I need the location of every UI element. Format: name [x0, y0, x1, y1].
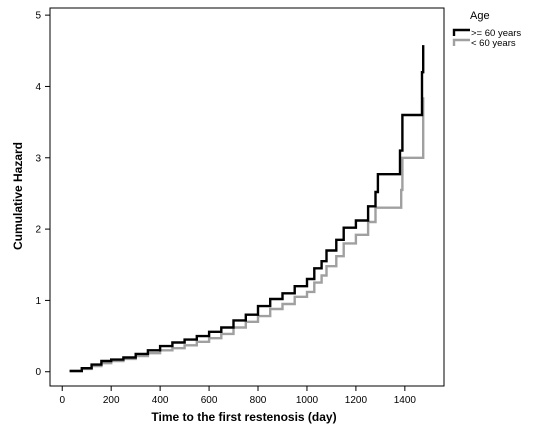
series-line	[69, 97, 425, 373]
y-tick-label: 0	[35, 367, 41, 378]
x-axis-label: Time to the first restenosis (day)	[151, 410, 336, 424]
y-axis: 0 1 2 3 4 5	[35, 11, 50, 378]
legend-swatch	[452, 28, 470, 36]
legend: Age >= 60 years< 60 years	[452, 10, 521, 49]
legend-item-label: < 60 years	[471, 38, 516, 49]
y-tick-label: 3	[35, 153, 41, 164]
x-tick-label: 800	[250, 395, 267, 406]
series-lines	[69, 45, 425, 373]
series-line	[69, 45, 425, 373]
x-tick-label: 1400	[394, 395, 417, 406]
y-tick-label: 1	[35, 296, 41, 307]
plot-frame	[49, 7, 445, 387]
y-tick-label: 5	[35, 11, 41, 22]
x-tick-label: 200	[103, 395, 120, 406]
y-tick-label: 2	[35, 225, 41, 236]
legend-swatch	[452, 38, 470, 46]
legend-title: Age	[470, 10, 490, 22]
x-tick-label: 1000	[296, 395, 319, 406]
x-tick-label: 0	[59, 395, 65, 406]
x-axis: 0 200 400 600 800 1000 1200 1400	[59, 386, 416, 406]
x-tick-label: 600	[201, 395, 218, 406]
y-axis-label: Cumulative Hazard	[11, 142, 25, 250]
x-tick-label: 1200	[345, 395, 368, 406]
x-tick-label: 400	[152, 395, 169, 406]
y-tick-label: 4	[35, 82, 41, 93]
legend-item-label: >= 60 years	[471, 28, 521, 39]
